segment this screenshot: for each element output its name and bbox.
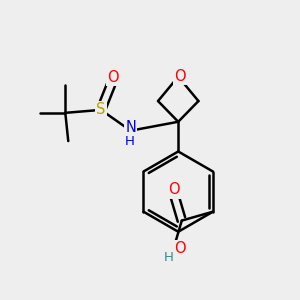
Text: N: N	[125, 120, 136, 135]
Text: H: H	[164, 250, 174, 264]
Text: O: O	[174, 241, 185, 256]
Text: O: O	[107, 70, 119, 85]
Text: O: O	[168, 182, 180, 197]
Text: H: H	[124, 135, 134, 148]
Text: O: O	[174, 69, 185, 84]
Text: S: S	[96, 102, 106, 117]
